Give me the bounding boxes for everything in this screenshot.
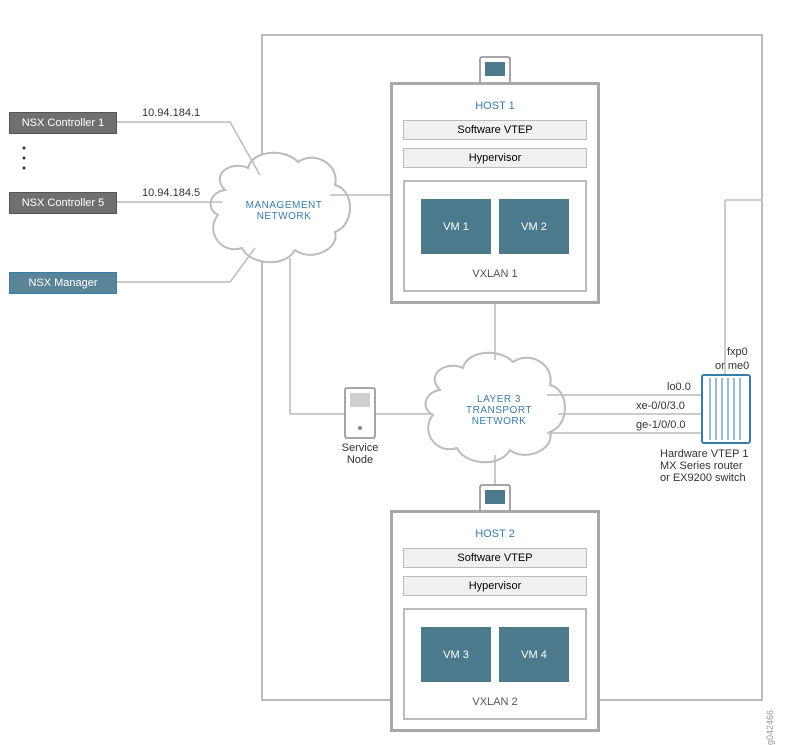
me0-label: or me0 bbox=[715, 360, 749, 372]
vxlan2-label: VXLAN 2 bbox=[403, 696, 587, 708]
host1-hypervisor: Hypervisor bbox=[403, 148, 587, 168]
nsx-controller-5-box: NSX Controller 5 bbox=[9, 192, 117, 214]
ge-label: ge-1/0/0.0 bbox=[636, 419, 686, 431]
host2-label: HOST 2 bbox=[390, 528, 600, 540]
lo-label: lo0.0 bbox=[667, 381, 691, 393]
host2-vtep: Software VTEP bbox=[403, 548, 587, 568]
network-diagram: NSX Controller 1 10.94.184.1 NSX Control… bbox=[0, 0, 786, 739]
nsx-controller-1-label: NSX Controller 1 bbox=[22, 117, 105, 129]
fxp-label: fxp0 bbox=[727, 346, 748, 358]
nsx-controller-5-label: NSX Controller 5 bbox=[22, 197, 105, 209]
hw-vtep-desc: Hardware VTEP 1 MX Series router or EX92… bbox=[660, 448, 748, 484]
vm1-box: VM 1 bbox=[421, 199, 491, 254]
nsx-manager-box: NSX Manager bbox=[9, 272, 117, 294]
watermark: g042466 bbox=[765, 710, 775, 745]
mgmt-cloud-label: MANAGEMENT NETWORK bbox=[239, 200, 329, 222]
host1-label: HOST 1 bbox=[390, 100, 600, 112]
host1-vtep: Software VTEP bbox=[403, 120, 587, 140]
ip-label-5: 10.94.184.5 bbox=[142, 187, 200, 199]
nsx-manager-label: NSX Manager bbox=[28, 277, 97, 289]
nsx-controller-1-box: NSX Controller 1 bbox=[9, 112, 117, 134]
vm3-box: VM 3 bbox=[421, 627, 491, 682]
vm4-box: VM 4 bbox=[499, 627, 569, 682]
l3-cloud-label: LAYER 3 TRANSPORT NETWORK bbox=[454, 394, 544, 427]
vm2-box: VM 2 bbox=[499, 199, 569, 254]
xe-label: xe-0/0/3.0 bbox=[636, 400, 685, 412]
vxlan1-label: VXLAN 1 bbox=[403, 268, 587, 280]
ip-label-1: 10.94.184.1 bbox=[142, 107, 200, 119]
service-node-label: Service Node bbox=[340, 442, 380, 466]
host2-hypervisor: Hypervisor bbox=[403, 576, 587, 596]
